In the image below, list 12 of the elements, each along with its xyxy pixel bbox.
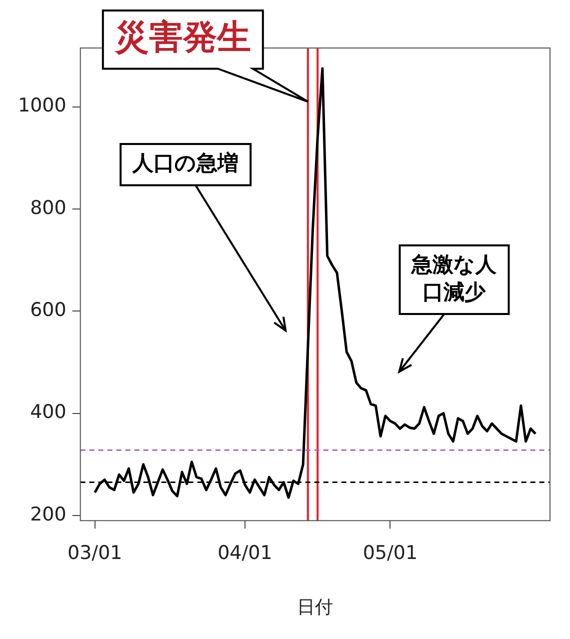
annotation: 急激な人口減少 — [410, 252, 498, 304]
y-tick-label: 600 — [30, 299, 66, 322]
y-tick-label: 400 — [30, 401, 66, 424]
annotation: 人口の急増 — [132, 151, 239, 176]
annotation: 災害発生 — [114, 17, 251, 58]
y-tick-label: 1000 — [18, 94, 66, 117]
y-tick-label: 800 — [30, 196, 66, 219]
x-axis-title: 日付 — [297, 596, 334, 618]
x-tick-label: 04/01 — [218, 542, 272, 564]
y-tick-label: 200 — [30, 503, 66, 526]
x-tick-label: 03/01 — [67, 542, 122, 564]
x-tick-label: 05/01 — [362, 542, 418, 564]
